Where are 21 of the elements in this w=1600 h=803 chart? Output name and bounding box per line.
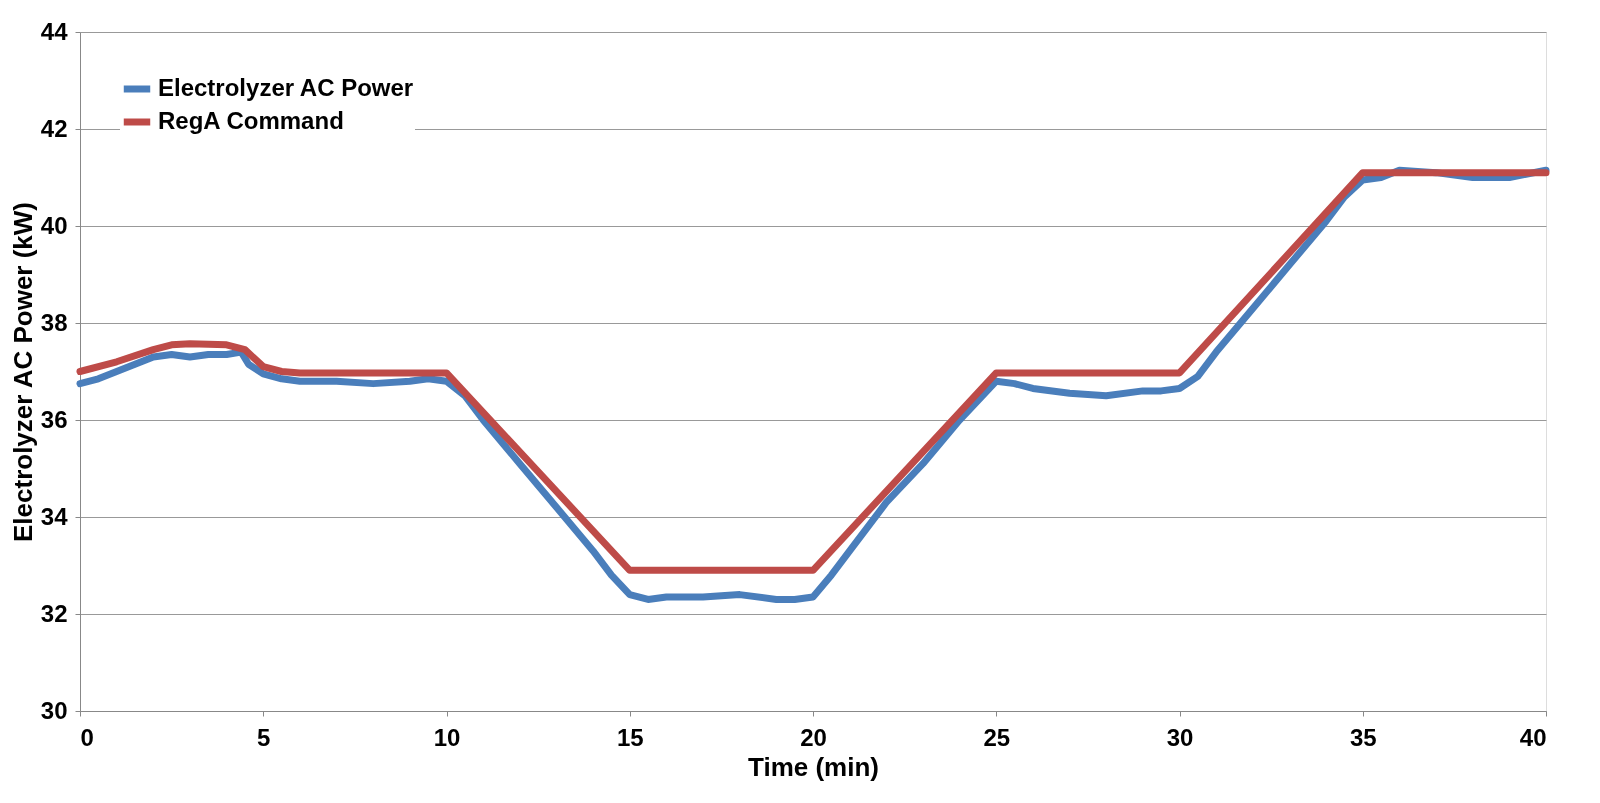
x-tick-label: 10 (433, 723, 461, 751)
x-tick-label: 20 (800, 723, 827, 751)
y-tick-label: 36 (40, 405, 68, 433)
x-tick-label: 15 (616, 723, 644, 751)
x-tick-label: 25 (983, 723, 1011, 751)
y-axis-title: Electrolyzer AC Power (kW) (7, 201, 38, 543)
x-axis-title: Time (min) (748, 751, 879, 782)
x-tick-label: 40 (1519, 723, 1547, 751)
x-tick-label: 5 (257, 723, 271, 751)
legend-label: Electrolyzer AC Power (158, 74, 414, 101)
y-tick-label: 32 (40, 599, 68, 627)
x-tick-label: 35 (1349, 723, 1377, 751)
x-tick-label: 30 (1166, 723, 1194, 751)
y-tick-label: 44 (40, 17, 69, 45)
y-tick-label: 40 (40, 211, 68, 239)
y-tick-label: 42 (40, 114, 68, 142)
x-tick-label: 0 (80, 723, 94, 751)
legend-label: RegA Command (158, 107, 344, 134)
y-tick-label: 34 (40, 502, 69, 530)
y-tick-label: 30 (40, 696, 68, 724)
y-tick-label: 38 (40, 308, 68, 336)
